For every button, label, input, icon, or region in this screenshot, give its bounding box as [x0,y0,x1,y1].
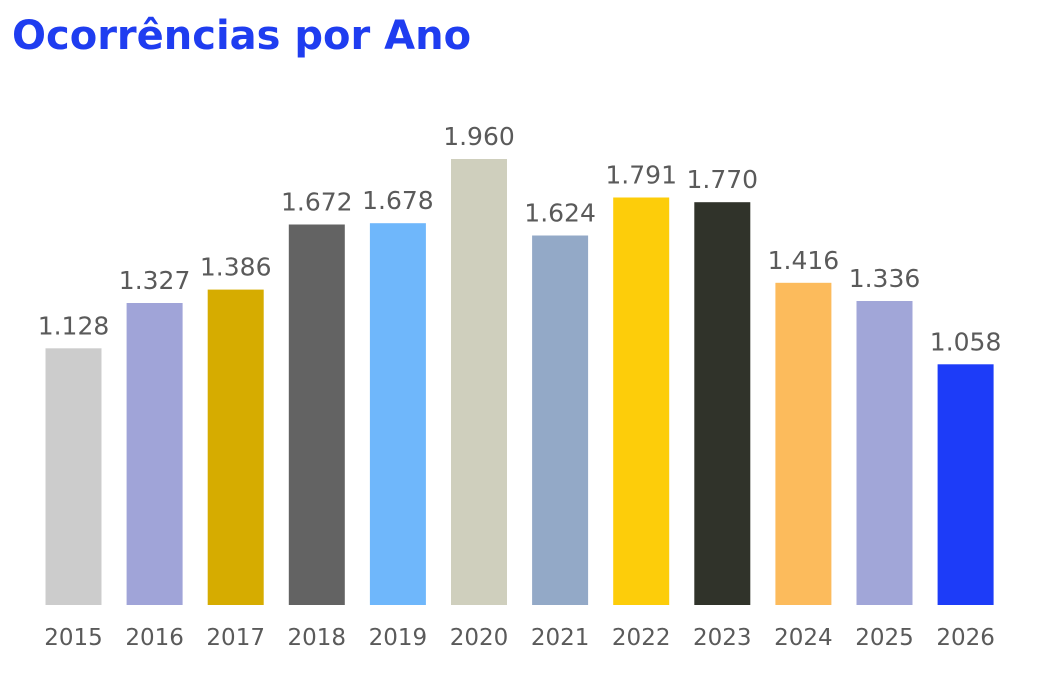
x-tick-2020: 2020 [450,625,509,651]
bar-2016 [126,303,183,605]
x-tick-2018: 2018 [288,625,347,651]
x-tick-2017: 2017 [206,625,265,651]
value-label-2023: 1.770 [687,165,759,194]
bar-2026 [937,364,994,605]
x-tick-2025: 2025 [855,625,914,651]
value-label-2015: 1.128 [38,311,110,340]
x-tick-2024: 2024 [774,625,833,651]
value-label-2022: 1.791 [605,161,677,190]
x-tick-2022: 2022 [612,625,671,651]
value-label-2017: 1.386 [200,253,272,282]
value-label-2024: 1.416 [768,246,840,275]
x-tick-2026: 2026 [936,625,995,651]
value-label-2026: 1.058 [930,327,1002,356]
value-label-2018: 1.672 [281,188,353,217]
bar-2019 [369,223,426,605]
x-tick-2016: 2016 [125,625,184,651]
x-tick-2023: 2023 [693,625,752,651]
bar-2015 [45,348,102,605]
value-labels-group: 1.128 1.327 1.386 1.672 1.678 1.960 1.624 1.791… [38,122,1002,356]
bar-2023 [694,202,751,605]
x-tick-2021: 2021 [531,625,590,651]
value-label-2019: 1.678 [362,186,434,215]
value-label-2025: 1.336 [849,264,921,293]
value-label-2016: 1.327 [119,266,191,295]
bar-2017 [207,289,264,605]
bar-2021 [532,235,589,605]
bar-2022 [613,197,670,605]
x-tick-2019: 2019 [369,625,428,651]
chart-title: Ocorrências por Ano [12,13,472,59]
value-label-2021: 1.624 [524,199,596,228]
bar-2020 [451,159,507,605]
bar-2018 [288,224,345,605]
value-label-2020: 1.960 [443,122,515,151]
bar-2024 [775,282,832,605]
bars-group [45,159,994,605]
bar-2025 [856,301,913,605]
x-axis-ticks-group: 2015 2016 2017 2018 2019 2020 2021 2022 2023 2024… [44,625,995,651]
x-tick-2015: 2015 [44,625,103,651]
